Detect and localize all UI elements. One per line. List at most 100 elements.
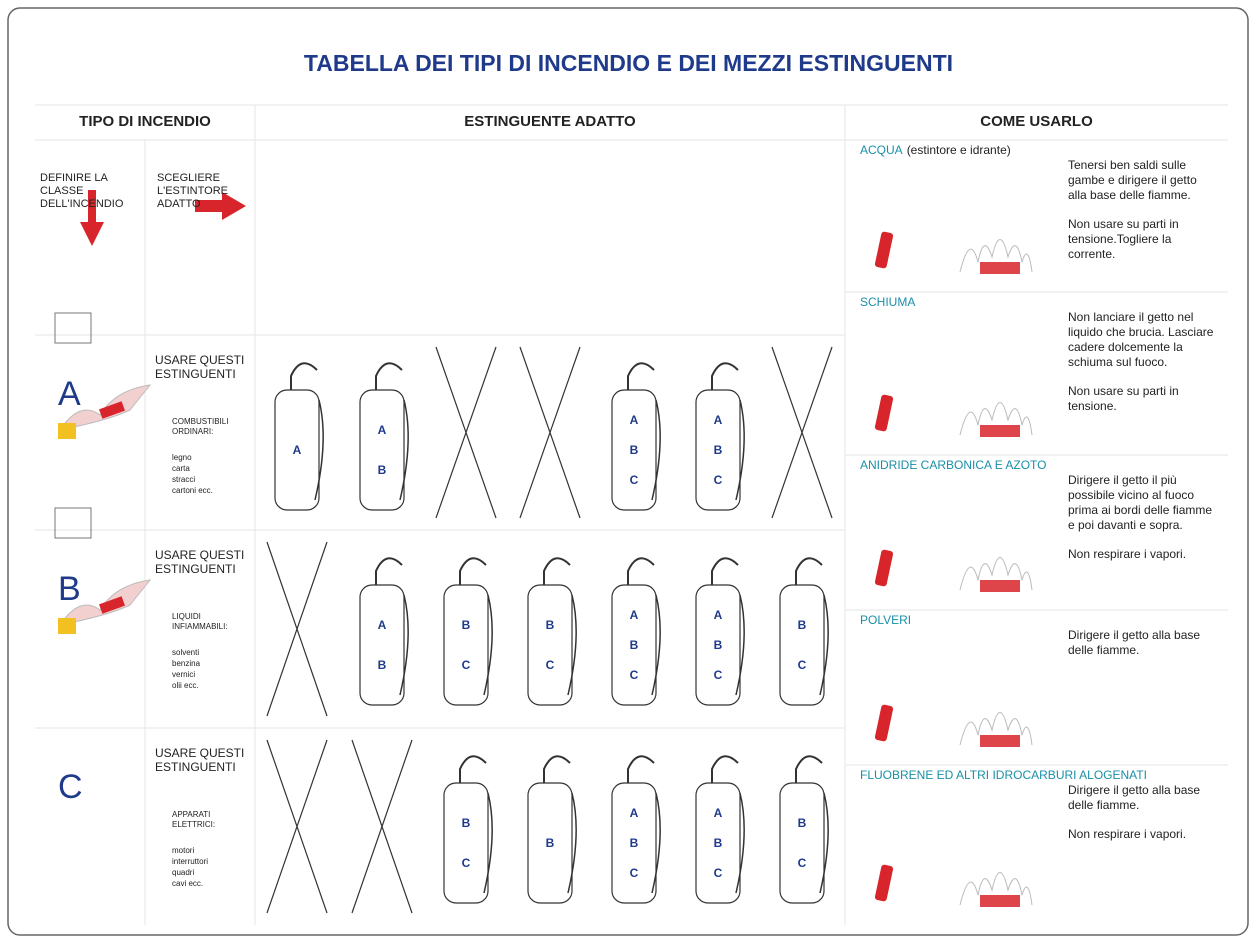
class-label: C xyxy=(798,658,807,672)
extinguisher-body xyxy=(695,389,741,511)
class-label: B xyxy=(462,816,471,830)
class-label: A xyxy=(714,806,723,820)
example: quadri xyxy=(172,868,195,877)
example: benzina xyxy=(172,659,201,668)
class-label: A xyxy=(378,423,387,437)
agent-name-line: FLUOBRENE ED ALTRI IDROCARBURI ALOGENATI xyxy=(860,768,1147,782)
arrow-right xyxy=(195,192,246,220)
extinguisher-body xyxy=(611,782,657,904)
class-label: B xyxy=(714,836,723,850)
column-header: ESTINGUENTE ADATTO xyxy=(464,113,636,130)
extinguisher-body xyxy=(695,584,741,706)
extinguisher-hose xyxy=(651,399,661,501)
class-label: B xyxy=(546,836,555,850)
flame-icon xyxy=(959,402,1033,436)
outer-border xyxy=(7,7,1249,936)
example: legno xyxy=(172,453,192,462)
example: interruttori xyxy=(172,857,209,866)
example: cavi ecc. xyxy=(172,879,204,888)
cross xyxy=(771,346,833,519)
burning-object xyxy=(980,735,1020,747)
class-letter: A xyxy=(58,375,81,413)
category: COMBUSTIBILI ORDINARI: xyxy=(172,417,229,436)
extinguisher-hose xyxy=(651,792,661,894)
cross xyxy=(351,739,413,914)
instructions: Tenersi ben saldi sulle gambe e dirigere… xyxy=(1068,158,1218,276)
action: USARE QUESTI ESTINGUENTI xyxy=(155,746,245,774)
class-label: A xyxy=(293,443,302,457)
extinguisher-nozzle xyxy=(290,362,318,390)
agent-name: ANIDRIDE CARBONICA E AZOTO xyxy=(860,458,1047,472)
agent-name-line: POLVERI xyxy=(860,613,911,627)
agent-name-line: ACQUA (estintore e idrante) xyxy=(860,143,1011,157)
extinguisher-nozzle xyxy=(627,755,655,783)
extinguisher-hose xyxy=(735,399,745,501)
agent-note: (estintore e idrante) xyxy=(906,143,1011,157)
extinguisher-nozzle xyxy=(627,557,655,585)
extinguisher-icon xyxy=(874,864,894,902)
extinguisher-icon xyxy=(874,231,894,269)
cross xyxy=(266,739,328,914)
instruction: Non respirare i vapori. xyxy=(1068,827,1187,841)
flame-icon xyxy=(959,872,1033,906)
example: olii ecc. xyxy=(172,681,199,690)
instruction: Tenersi ben saldi sulle gambe e dirigere… xyxy=(1068,158,1197,202)
burning-object xyxy=(980,895,1020,907)
extinguisher-body xyxy=(527,782,573,904)
burning-object xyxy=(980,580,1020,592)
instruction: Non usare su parti in tensione.Togliere … xyxy=(1068,217,1179,261)
example: stracci xyxy=(172,475,196,484)
extinguisher-body xyxy=(779,584,825,706)
category: LIQUIDI INFIAMMABILI: xyxy=(172,612,228,631)
class-label: C xyxy=(462,658,471,672)
agent-name: SCHIUMA xyxy=(860,295,916,309)
class-label: A xyxy=(630,608,639,622)
extinguisher-hose xyxy=(483,594,493,696)
extinguisher-hose xyxy=(314,399,324,501)
step: DEFINIRE LA CLASSE DELL'INCENDIO xyxy=(40,172,124,210)
instruction: Non respirare i vapori. xyxy=(1068,547,1187,561)
burning-object xyxy=(980,425,1020,437)
agent-name: FLUOBRENE ED ALTRI IDROCARBURI ALOGENATI xyxy=(860,768,1147,782)
class-label: B xyxy=(546,618,555,632)
class-label: B xyxy=(714,638,723,652)
example: motori xyxy=(172,846,195,855)
class-label: B xyxy=(714,443,723,457)
instructions: Dirigere il getto il più possibile vicin… xyxy=(1068,473,1218,576)
fire-icon xyxy=(99,401,125,419)
extinguisher-body xyxy=(359,584,405,706)
class-label: C xyxy=(630,668,639,682)
fire-icon xyxy=(58,579,152,626)
flame-icon xyxy=(959,712,1033,746)
flame-icon xyxy=(959,557,1033,591)
extinguisher-body xyxy=(779,782,825,904)
grid-lines xyxy=(35,104,1228,925)
extinguisher-icon xyxy=(874,549,894,587)
extinguisher-nozzle xyxy=(627,362,655,390)
class-label: A xyxy=(714,413,723,427)
class-label: B xyxy=(798,816,807,830)
title: TABELLA DEI TIPI DI INCENDIO E DEI MEZZI… xyxy=(303,50,954,76)
class-label: A xyxy=(714,608,723,622)
fire-icon xyxy=(58,384,152,431)
extinguisher-body xyxy=(527,584,573,706)
action: USARE QUESTI ESTINGUENTI xyxy=(155,353,245,381)
instruction: Dirigere il getto alla base delle fiamme… xyxy=(1068,783,1201,812)
fire-icon xyxy=(58,423,76,439)
extinguisher-nozzle xyxy=(795,755,823,783)
class-label: C xyxy=(798,856,807,870)
class-label: B xyxy=(630,443,639,457)
extinguisher-body xyxy=(611,584,657,706)
cross xyxy=(519,346,581,519)
class-label: B xyxy=(378,658,387,672)
instruction: Non usare su parti in tensione. xyxy=(1068,384,1179,413)
class-label: C xyxy=(714,866,723,880)
extinguisher-icon xyxy=(874,394,894,432)
extinguisher-hose xyxy=(567,792,577,894)
extinguisher-body xyxy=(611,389,657,511)
agent-name-line: ANIDRIDE CARBONICA E AZOTO xyxy=(860,458,1046,472)
extinguisher-nozzle xyxy=(711,557,739,585)
class-label: B xyxy=(630,638,639,652)
